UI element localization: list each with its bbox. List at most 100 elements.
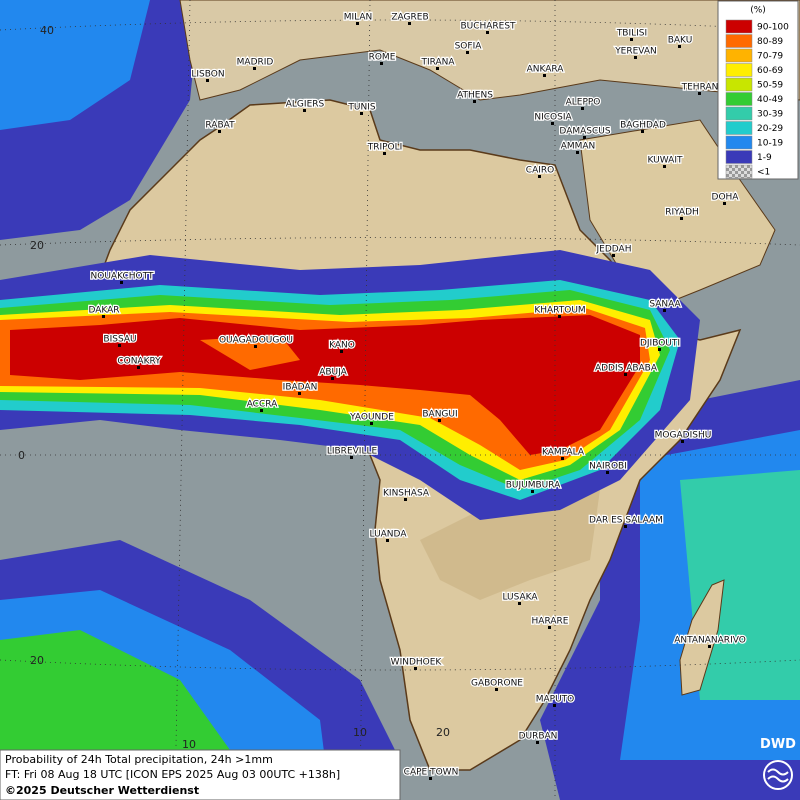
city-label: DAMASCUS xyxy=(559,127,610,137)
city-marker xyxy=(630,38,633,41)
city-label: CONAKRY xyxy=(117,357,161,367)
footer-line: FT: Fri 08 Aug 18 UTC [ICON EPS 2025 Aug… xyxy=(5,768,340,781)
city-marker xyxy=(680,217,683,220)
grid-label: 20 xyxy=(30,654,44,667)
city-label: BANGUI xyxy=(422,410,457,420)
legend-label: 60-69 xyxy=(757,66,783,76)
city-marker xyxy=(414,667,417,670)
city-marker xyxy=(624,525,627,528)
city-label: ABUJA xyxy=(319,368,347,378)
city-marker xyxy=(436,67,439,70)
city-marker xyxy=(383,152,386,155)
city-label: NAIROBI xyxy=(589,462,627,472)
city-label: SOFIA xyxy=(455,42,483,52)
city-label: ATHENS xyxy=(457,91,493,101)
city-marker xyxy=(386,539,389,542)
city-marker xyxy=(612,254,615,257)
city-marker xyxy=(663,165,666,168)
grid-label: 20 xyxy=(30,239,44,252)
legend-swatch xyxy=(725,150,753,164)
city-marker xyxy=(634,56,637,59)
city-label: KAMPALA xyxy=(542,448,585,458)
legend-swatch xyxy=(725,164,753,179)
city-marker xyxy=(303,109,306,112)
city-marker xyxy=(408,22,411,25)
city-label: BAKU xyxy=(668,36,693,46)
city-label: IBADAN xyxy=(283,383,318,393)
legend-swatch xyxy=(725,63,753,77)
legend-label: 20-29 xyxy=(757,124,783,134)
city-label: WINDHOEK xyxy=(391,658,443,668)
city-label: LIBREVILLE xyxy=(327,447,378,457)
city-marker xyxy=(561,457,564,460)
city-marker xyxy=(495,688,498,691)
legend-label: 10-19 xyxy=(757,139,783,149)
city-label: AMMAN xyxy=(561,142,596,152)
grid-label: 40 xyxy=(40,24,54,37)
city-label: YAOUNDE xyxy=(349,413,394,423)
legend-swatch xyxy=(725,106,753,121)
city-marker xyxy=(253,67,256,70)
footer-box xyxy=(0,749,401,800)
legend-swatch xyxy=(725,34,753,48)
city-label: MAPUTO xyxy=(536,695,575,705)
city-label: TIRANA xyxy=(420,58,455,68)
city-marker xyxy=(531,490,534,493)
city-marker xyxy=(678,45,681,48)
city-label: BUJUMBURA xyxy=(506,481,561,491)
city-marker xyxy=(331,377,334,380)
city-label: ANKARA xyxy=(527,65,565,75)
logo: DWD xyxy=(760,737,796,752)
grid-label: 10 xyxy=(182,738,196,751)
city-label: DAR ES SALAAM xyxy=(589,516,663,526)
precip-area xyxy=(0,0,150,130)
city-label: ALGIERS xyxy=(286,100,325,110)
legend-label: 30-39 xyxy=(757,110,783,120)
city-marker xyxy=(551,122,554,125)
city-marker xyxy=(404,498,407,501)
city-marker xyxy=(538,175,541,178)
city-marker xyxy=(681,440,684,443)
legend-label: 1-9 xyxy=(757,153,772,163)
footer-line: ©2025 Deutscher Wetterdienst xyxy=(5,784,199,797)
grid-label: 10 xyxy=(353,726,367,739)
city-label: LISBON xyxy=(191,70,224,80)
city-marker xyxy=(606,471,609,474)
terrain xyxy=(420,490,600,600)
city-label: TRIPOLI xyxy=(367,143,403,153)
city-marker xyxy=(486,31,489,34)
city-marker xyxy=(698,92,701,95)
city-marker xyxy=(641,130,644,133)
city-marker xyxy=(380,62,383,65)
city-marker xyxy=(206,79,209,82)
city-label: DOHA xyxy=(712,193,740,203)
city-marker xyxy=(350,456,353,459)
city-marker xyxy=(548,626,551,629)
city-marker xyxy=(438,419,441,422)
city-label: JEDDAH xyxy=(596,245,632,255)
city-label: RABAT xyxy=(205,121,235,131)
city-label: NICOSIA xyxy=(534,113,572,123)
city-label: NOUAKCHOTT xyxy=(91,272,154,282)
logo-icon xyxy=(763,760,793,790)
city-label: OUAGADOUGOU xyxy=(219,336,293,346)
city-label: KHARTOUM xyxy=(534,306,585,316)
city-marker xyxy=(360,112,363,115)
city-marker xyxy=(340,350,343,353)
city-label: LUSAKA xyxy=(502,593,538,603)
city-label: KANO xyxy=(329,341,355,351)
city-label: SANAA xyxy=(649,300,681,310)
legend-label: 70-79 xyxy=(757,52,783,62)
legend-label: 90-100 xyxy=(757,23,789,33)
city-marker xyxy=(558,315,561,318)
city-label: ADDIS ABABA xyxy=(595,364,658,374)
legend-swatch xyxy=(725,77,753,92)
city-marker xyxy=(583,136,586,139)
city-label: TBILISI xyxy=(616,29,647,39)
city-marker xyxy=(708,645,711,648)
city-marker xyxy=(466,51,469,54)
city-label: TUNIS xyxy=(347,103,375,113)
city-label: ANTANANARIVO xyxy=(674,636,746,646)
city-marker xyxy=(137,366,140,369)
